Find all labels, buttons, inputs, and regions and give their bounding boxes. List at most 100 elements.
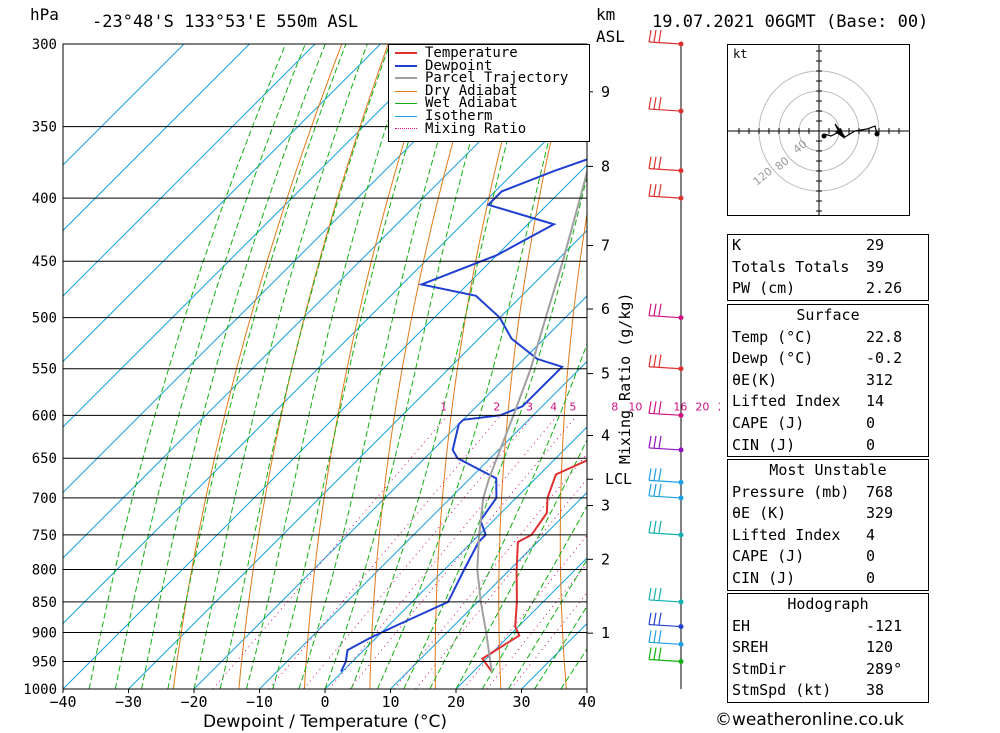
location-title: -23°48'S 133°53'E 550m ASL — [92, 12, 359, 32]
wind-barb-feather — [658, 647, 662, 660]
wind-barb-shaft — [648, 41, 682, 45]
wind-barb-feather — [653, 156, 657, 169]
wet-adiabat-line — [507, 558, 587, 689]
index-row: PW (cm) 2.26 — [728, 278, 928, 300]
datetime-title: 19.07.2021 06GMT (Base: 00) — [652, 12, 929, 32]
isotherm-line — [324, 426, 587, 689]
km-tick-label: 1 — [601, 624, 610, 642]
isotherm-line — [63, 44, 185, 166]
wind-barb-shaft — [648, 495, 682, 499]
wind-barb-feather — [658, 612, 662, 625]
km-tick-label: 7 — [601, 237, 610, 255]
isotherm-line — [63, 44, 512, 494]
wind-barb-feather — [658, 354, 662, 367]
wind-barb-feather — [648, 520, 652, 533]
hodograph-stat-row: StmDir 289° — [728, 659, 928, 681]
legend-item: Isotherm — [389, 109, 589, 123]
mixing-ratio-value: 16 — [673, 400, 687, 413]
wet-adiabat-line — [167, 44, 347, 689]
most-unstable-row: CIN (J) 0 — [728, 568, 928, 590]
surface-value: -0.2 — [866, 349, 903, 368]
hodograph-stat-row: StmSpd (kt) 38 — [728, 680, 928, 702]
wind-barb-feather — [648, 401, 652, 414]
wind-barb-shaft — [648, 479, 682, 483]
wind-barb-feather — [653, 96, 657, 110]
hodograph-table: Hodograph EH -121 SREH 120 StmDir 289° StmSpd … — [727, 593, 929, 703]
most-unstable-label: CAPE (J) — [732, 547, 805, 566]
mixing-ratio-value: 2 — [493, 400, 500, 413]
wind-barb-feather — [648, 647, 652, 660]
most-unstable-value: 0 — [866, 568, 876, 587]
legend-swatch — [395, 128, 417, 130]
wind-barb-shaft — [648, 195, 682, 199]
wind-barb-shaft — [648, 366, 682, 370]
hodograph-stat-label: EH — [732, 616, 751, 635]
index-row: Totals Totals 39 — [728, 257, 928, 279]
storm-motion-marker — [835, 128, 845, 139]
wind-barb-shaft — [648, 315, 682, 319]
wind-barb-feather — [653, 647, 657, 660]
mixing-ratio-value: 8 — [611, 400, 618, 413]
isotherm-line — [63, 44, 578, 559]
pressure-tick-label: 550 — [32, 362, 57, 378]
isotherm-line — [259, 360, 587, 689]
hodograph-stat-label: StmDir — [732, 659, 787, 678]
legend-label: Dry Adiabat — [425, 82, 518, 99]
legend-label: Wet Adiabat — [425, 95, 518, 112]
isotherm-line — [390, 491, 587, 689]
legend-item: Temperature — [389, 46, 589, 60]
temperature-series-line — [480, 459, 587, 673]
km-tick-label: 3 — [601, 497, 610, 515]
km-tick-label: 4 — [601, 426, 610, 444]
pressure-tick-label: 400 — [32, 191, 57, 207]
legend-label: Parcel Trajectory — [425, 70, 569, 87]
wind-barb-feather — [658, 587, 662, 601]
wet-adiabat-line — [403, 174, 587, 689]
wind-barb-shaft — [648, 168, 682, 172]
km-tick-label: 2 — [601, 550, 610, 568]
isotherm-line — [128, 229, 587, 689]
most-unstable-label: Lifted Index — [732, 525, 841, 544]
most-unstable-row: θE (K) 329 — [728, 503, 928, 525]
km-tick-label: 6 — [601, 300, 610, 318]
legend-swatch — [395, 52, 417, 55]
credit-link[interactable]: ©weatheronline.co.uk — [715, 710, 905, 730]
wind-barb-shaft — [648, 532, 682, 536]
wind-barb-feather — [653, 468, 657, 481]
hodograph-stat-label: StmSpd (kt) — [732, 681, 832, 700]
pressure-tick-label: 350 — [32, 120, 57, 136]
km-tick-label: 9 — [601, 83, 610, 101]
wind-barb-feather — [658, 630, 662, 643]
most-unstable-row: Lifted Index 4 — [728, 525, 928, 547]
wind-barb-feather — [648, 435, 652, 449]
index-row: K 29 — [728, 235, 928, 257]
x-tick-label: 20 — [447, 693, 465, 711]
surface-row: CAPE (J) 0 — [728, 413, 928, 435]
surface-value: 0 — [866, 435, 876, 454]
pressure-tick-label: 850 — [32, 595, 57, 611]
surface-row: θE(K) 312 — [728, 370, 928, 392]
surface-title: Surface — [796, 306, 860, 324]
hodograph-unit-label: kt — [733, 47, 747, 61]
surface-value: 22.8 — [866, 327, 903, 346]
legend-item: Parcel Trajectory — [389, 70, 589, 87]
most-unstable-label: CIN (J) — [732, 568, 796, 587]
wind-barb-feather — [648, 587, 652, 601]
x-axis-label: Dewpoint / Temperature (°C) — [203, 712, 447, 732]
surface-row: CIN (J) 0 — [728, 435, 928, 457]
mixing-ratio-value: 25 — [718, 400, 720, 413]
surface-row: Dewp (°C) -0.2 — [728, 348, 928, 370]
wet-adiabat-line — [481, 505, 587, 689]
wind-barb-feather — [648, 468, 652, 481]
legend-swatch — [395, 115, 417, 117]
surface-label: Dewp (°C) — [732, 349, 814, 368]
most-unstable-row: Pressure (mb) 768 — [728, 482, 928, 504]
most-unstable-row: CAPE (J) 0 — [728, 546, 928, 568]
mixing-ratio-line — [349, 414, 578, 689]
hodograph-table-title: Hodograph — [787, 595, 869, 613]
wind-barb-shaft — [648, 108, 682, 112]
mixing-ratio-axis-label: Mixing Ratio (g/kg) — [616, 293, 634, 465]
hodograph-trace — [823, 123, 878, 138]
index-value: 39 — [866, 257, 885, 276]
